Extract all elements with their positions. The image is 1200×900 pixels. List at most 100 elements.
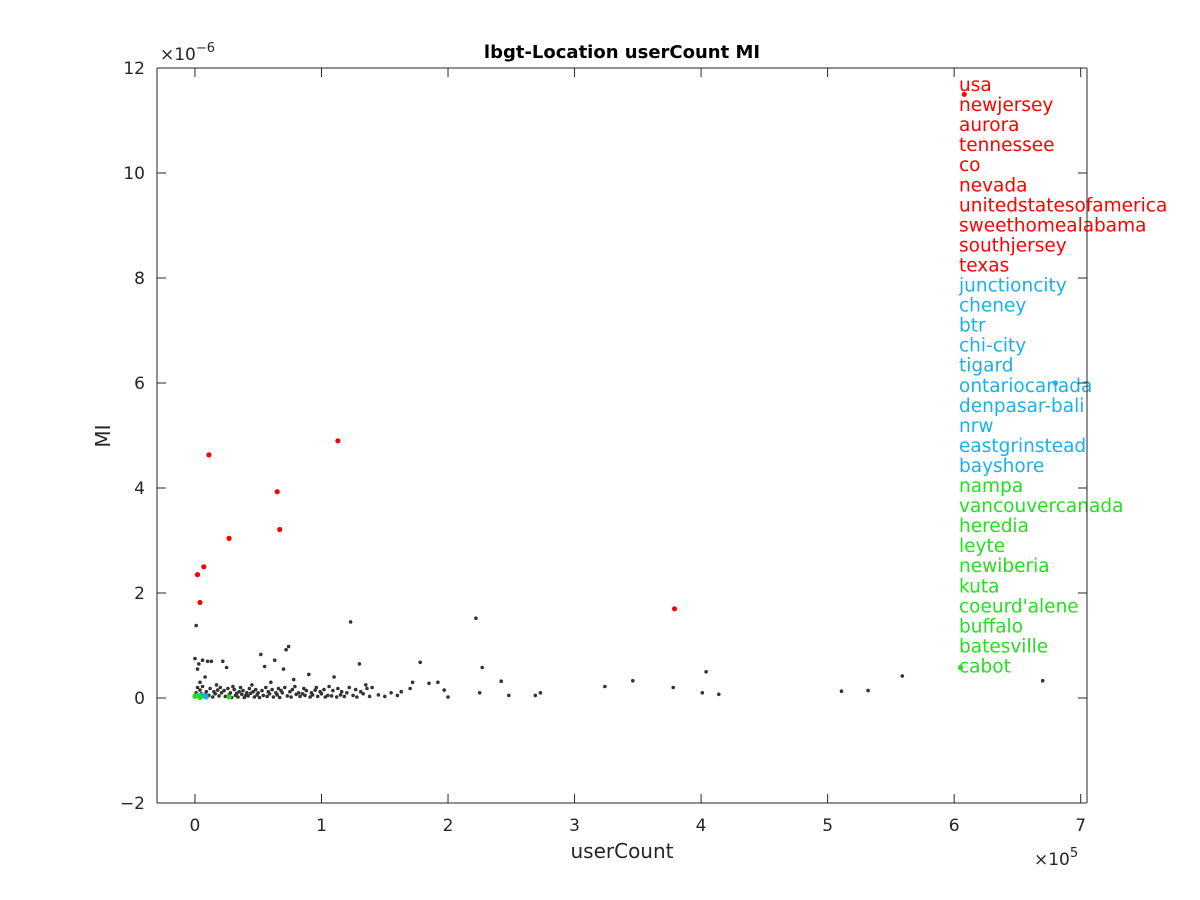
data-point-other bbox=[198, 680, 202, 685]
data-point-other bbox=[358, 689, 363, 694]
data-point-other bbox=[259, 652, 263, 657]
data-point-other bbox=[399, 689, 404, 694]
data-point-other bbox=[236, 695, 240, 699]
x-tick-label: 2 bbox=[443, 816, 454, 836]
legend-label: cheney bbox=[959, 296, 1026, 317]
data-point-other bbox=[286, 644, 291, 649]
data-point-other bbox=[364, 683, 368, 687]
legend-label: co bbox=[959, 155, 981, 176]
data-point-other bbox=[262, 664, 267, 669]
data-point-other bbox=[195, 667, 200, 671]
legend-label: vancouvercanada bbox=[959, 496, 1123, 517]
data-point-other bbox=[250, 683, 254, 687]
data-point-other bbox=[309, 691, 314, 695]
plot-area bbox=[157, 68, 1087, 803]
data-point-other bbox=[480, 665, 485, 670]
x-tick-label: 4 bbox=[696, 816, 707, 836]
data-point-other bbox=[212, 689, 216, 694]
data-point-other bbox=[700, 691, 705, 695]
legend-label: bayshore bbox=[959, 456, 1044, 477]
data-point-other bbox=[538, 691, 543, 695]
data-point-other bbox=[376, 693, 381, 697]
data-point-other bbox=[264, 685, 268, 690]
data-point-other bbox=[223, 694, 228, 699]
data-point-red bbox=[226, 535, 232, 542]
data-point-other bbox=[866, 688, 870, 693]
data-point-other bbox=[307, 672, 311, 677]
data-point-other bbox=[256, 691, 261, 695]
data-point-other bbox=[274, 691, 278, 695]
data-point-blue bbox=[1052, 380, 1058, 386]
x-tick-label: 3 bbox=[569, 816, 580, 836]
data-point-other bbox=[193, 656, 197, 661]
data-point-other bbox=[351, 693, 355, 698]
data-point-red bbox=[201, 564, 207, 570]
legend-label: heredia bbox=[959, 516, 1029, 537]
data-point-other bbox=[418, 660, 423, 665]
data-point-other bbox=[269, 680, 273, 685]
data-point-other bbox=[314, 685, 319, 690]
legend-label: coeurd'alene bbox=[959, 596, 1079, 617]
data-point-other bbox=[260, 688, 264, 693]
data-point-other bbox=[315, 694, 320, 699]
tick-marks bbox=[157, 67, 1087, 804]
data-point-other bbox=[271, 695, 276, 699]
legend-label: sweethomealabama bbox=[959, 215, 1146, 236]
data-point-other bbox=[281, 667, 286, 671]
legend-label: leyte bbox=[959, 536, 1005, 557]
data-point-other bbox=[219, 691, 224, 695]
y-exponent-label: ×10−6 bbox=[160, 41, 215, 65]
data-point-other bbox=[204, 689, 209, 694]
legend-label: nevada bbox=[959, 175, 1027, 196]
data-point-red bbox=[671, 606, 678, 612]
data-point-other bbox=[365, 686, 369, 691]
data-point-other bbox=[507, 693, 511, 698]
legend-label: tennessee bbox=[959, 135, 1055, 156]
data-point-other bbox=[367, 694, 372, 699]
data-point-other bbox=[231, 684, 235, 689]
data-point-other bbox=[717, 692, 721, 697]
data-point-other bbox=[293, 684, 297, 689]
data-point-other bbox=[302, 686, 306, 691]
data-point-other bbox=[265, 694, 269, 699]
data-point-other bbox=[336, 686, 340, 691]
data-point-other bbox=[242, 695, 247, 700]
data-point-other bbox=[427, 681, 431, 686]
data-point-other bbox=[631, 678, 635, 683]
x-tick-label: 7 bbox=[1075, 816, 1086, 836]
data-point-other bbox=[208, 686, 212, 691]
data-point-other bbox=[339, 689, 344, 694]
data-point-other bbox=[291, 677, 296, 682]
data-point-other bbox=[270, 687, 274, 692]
data-point-other bbox=[226, 686, 230, 691]
svg-text:×10−6: ×10−6 bbox=[160, 41, 215, 65]
data-point-other bbox=[334, 695, 339, 699]
axes bbox=[156, 67, 1088, 804]
x-tick-label: 5 bbox=[822, 816, 833, 836]
data-point-red bbox=[206, 452, 212, 458]
data-point-other bbox=[318, 689, 323, 694]
data-point-other bbox=[253, 687, 258, 692]
data-point-other bbox=[197, 662, 201, 666]
data-point-other bbox=[276, 686, 281, 691]
legend-label: newjersey bbox=[959, 95, 1053, 116]
data-point-other bbox=[218, 685, 223, 690]
legend-label: junctioncity bbox=[958, 276, 1067, 297]
data-point-other bbox=[361, 692, 366, 696]
svg-text:×105: ×105 bbox=[1034, 846, 1078, 870]
y-tick-label: 10 bbox=[123, 164, 145, 184]
legend-label: buffalo bbox=[959, 616, 1023, 637]
data-point-other bbox=[200, 684, 205, 689]
data-point-other bbox=[224, 665, 229, 670]
y-exponent-base: ×10 bbox=[160, 45, 196, 65]
data-point-other bbox=[241, 688, 245, 693]
data-point-other bbox=[205, 659, 210, 664]
x-tick-label: 6 bbox=[949, 816, 960, 836]
data-point-other bbox=[272, 658, 277, 662]
data-point-other bbox=[257, 695, 262, 700]
data-point-other bbox=[370, 685, 374, 690]
legend-label: unitedstatesofamerica bbox=[959, 195, 1167, 216]
y-exponent-power: −6 bbox=[196, 41, 215, 56]
